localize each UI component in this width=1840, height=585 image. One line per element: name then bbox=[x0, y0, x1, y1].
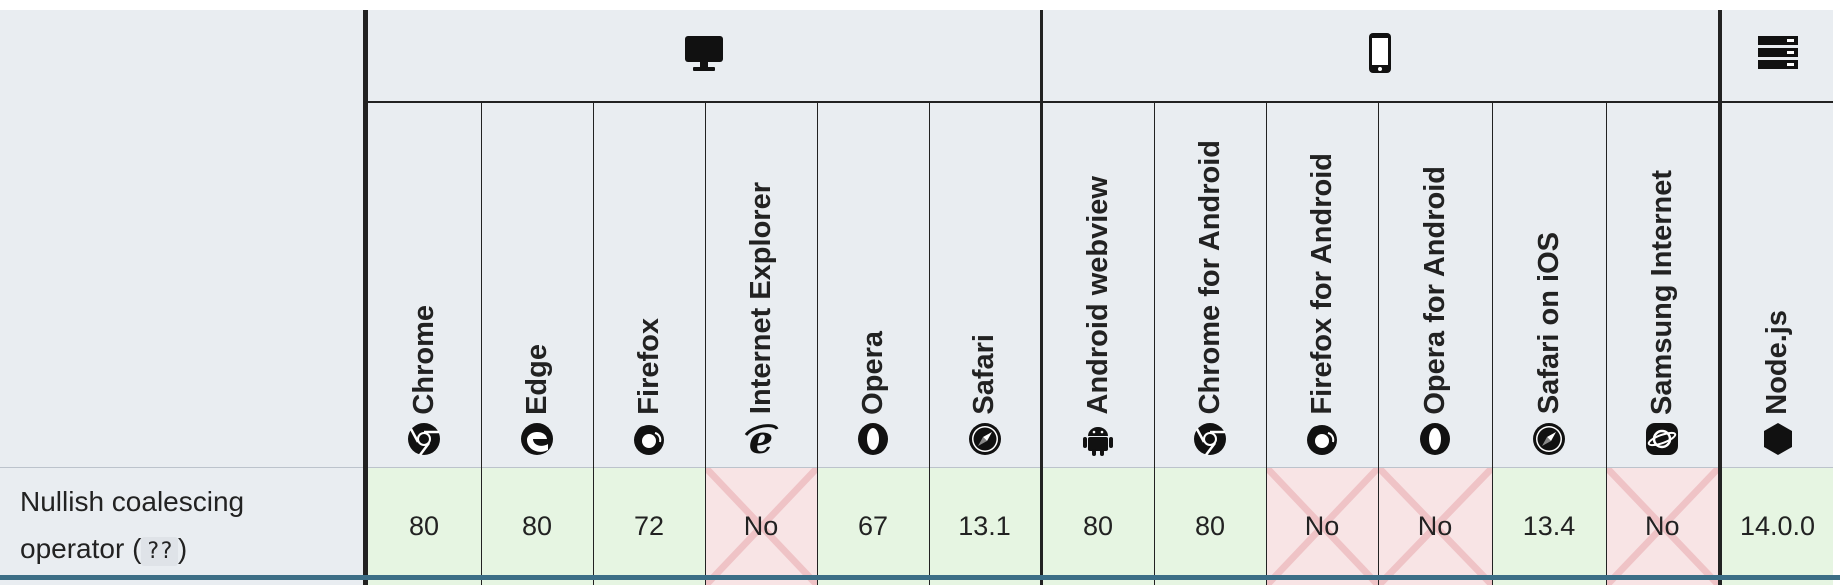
support-value: 72 bbox=[633, 510, 665, 541]
support-value: No bbox=[1304, 510, 1340, 541]
server-icon bbox=[1757, 36, 1798, 69]
browser-header-firefox-for-android: Firefox for Android bbox=[1265, 102, 1378, 467]
browser-name: Samsung Internet bbox=[1645, 169, 1678, 415]
browser-name: Edge bbox=[520, 343, 553, 415]
browser-header-node-js: Node.js bbox=[1718, 102, 1833, 467]
support-cell-firefox[interactable]: 72 bbox=[592, 466, 705, 585]
browser-header-edge: Edge bbox=[480, 102, 593, 467]
unsupported-cross-icon bbox=[1266, 467, 1378, 585]
safari-icon bbox=[968, 422, 1001, 455]
support-cell-internet-explorer[interactable]: No bbox=[704, 466, 817, 585]
feature-row: Nullish coalescing operator (??) 80 80 72 N… bbox=[0, 466, 1833, 585]
edge-icon bbox=[521, 422, 553, 455]
browser-name: Opera bbox=[856, 330, 889, 415]
internet-explorer-icon: e bbox=[744, 421, 779, 457]
desktop-icon bbox=[684, 36, 723, 71]
android-icon bbox=[1083, 426, 1113, 456]
browser-header-samsung-internet: Samsung Internet bbox=[1605, 102, 1720, 467]
browser-name: Chrome bbox=[407, 304, 440, 415]
browser-header-opera-for-android: Opera for Android bbox=[1377, 102, 1492, 467]
browser-header-chrome-for-android: Chrome for Android bbox=[1153, 102, 1266, 467]
chrome-icon bbox=[1194, 422, 1226, 456]
support-cell-firefox-for-android[interactable]: No bbox=[1265, 466, 1378, 585]
unsupported-cross-icon bbox=[1606, 467, 1718, 585]
support-value: No bbox=[1644, 510, 1680, 541]
browser-header-firefox: Firefox bbox=[592, 102, 705, 467]
safari-icon bbox=[1533, 422, 1565, 455]
browser-name: Node.js bbox=[1761, 309, 1793, 415]
support-value: 80 bbox=[521, 510, 553, 541]
support-value: 80 bbox=[1082, 510, 1114, 541]
support-cell-node-js[interactable]: 14.0.0 bbox=[1718, 466, 1833, 585]
browser-header-safari: Safari bbox=[928, 102, 1041, 467]
support-value: No bbox=[1417, 510, 1453, 541]
platform-server bbox=[1718, 10, 1833, 103]
browser-compatibility-table: Chrome Edge Firefox Internet Explorer e Opera… bbox=[0, 10, 1833, 585]
firefox-icon bbox=[634, 424, 664, 455]
support-value: No bbox=[743, 510, 779, 541]
support-cell-opera-for-android[interactable]: No bbox=[1377, 466, 1492, 585]
support-value: 80 bbox=[1194, 510, 1226, 541]
support-cell-chrome[interactable]: 80 bbox=[362, 466, 481, 585]
browser-name: Opera for Android bbox=[1418, 165, 1451, 415]
support-value: 80 bbox=[408, 510, 440, 541]
browser-header-chrome: Chrome bbox=[362, 102, 481, 467]
support-cell-safari[interactable]: 13.1 bbox=[928, 466, 1041, 585]
opera-icon bbox=[858, 422, 888, 455]
browser-name: Firefox for Android bbox=[1305, 152, 1338, 415]
browser-row: Chrome Edge Firefox Internet Explorer e Opera… bbox=[0, 102, 1833, 467]
support-value: 14.0.0 bbox=[1739, 510, 1816, 541]
support-cell-safari-on-ios[interactable]: 13.4 bbox=[1491, 466, 1606, 585]
feature-header-cell bbox=[0, 10, 365, 468]
nodejs-icon bbox=[1763, 422, 1792, 455]
browser-name: Chrome for Android bbox=[1193, 140, 1226, 415]
firefox-icon bbox=[1307, 424, 1337, 455]
support-cell-chrome-for-android[interactable]: 80 bbox=[1153, 466, 1266, 585]
browser-name: Safari bbox=[968, 333, 1000, 415]
support-value: 13.4 bbox=[1522, 510, 1576, 541]
browser-name: Firefox bbox=[632, 317, 665, 415]
browser-name: Android webview bbox=[1081, 176, 1114, 415]
browser-header-android-webview: Android webview bbox=[1039, 102, 1154, 467]
browser-header-opera: Opera bbox=[816, 102, 929, 467]
mobile-icon bbox=[1369, 33, 1392, 73]
browser-header-safari-on-ios: Safari on iOS bbox=[1491, 102, 1606, 467]
support-cell-opera[interactable]: 67 bbox=[816, 466, 929, 585]
unsupported-cross-icon bbox=[1378, 467, 1492, 585]
feature-label-end: ) bbox=[177, 532, 188, 564]
support-value: 13.1 bbox=[958, 510, 1011, 541]
samsung-internet-icon bbox=[1646, 422, 1679, 455]
bottom-accent-bar bbox=[0, 575, 1840, 580]
browser-header-internet-explorer: Internet Explorer e bbox=[704, 102, 817, 467]
feature-code: ?? bbox=[141, 536, 178, 566]
chrome-icon bbox=[408, 422, 440, 456]
support-cell-android-webview[interactable]: 80 bbox=[1039, 466, 1154, 585]
browser-name: Internet Explorer bbox=[744, 182, 777, 415]
platform-desktop bbox=[362, 10, 1041, 103]
browser-name: Safari on iOS bbox=[1532, 232, 1565, 415]
platform-mobile bbox=[1039, 10, 1720, 103]
support-value: 67 bbox=[857, 510, 889, 541]
feature-label: Nullish coalescing operator ( bbox=[20, 485, 245, 564]
support-cell-samsung-internet[interactable]: No bbox=[1605, 466, 1720, 585]
opera-icon bbox=[1420, 422, 1450, 455]
feature-name[interactable]: Nullish coalescing operator (??) bbox=[0, 466, 365, 585]
support-cell-edge[interactable]: 80 bbox=[480, 466, 593, 585]
platform-row bbox=[0, 10, 1833, 468]
unsupported-cross-icon bbox=[705, 467, 817, 585]
